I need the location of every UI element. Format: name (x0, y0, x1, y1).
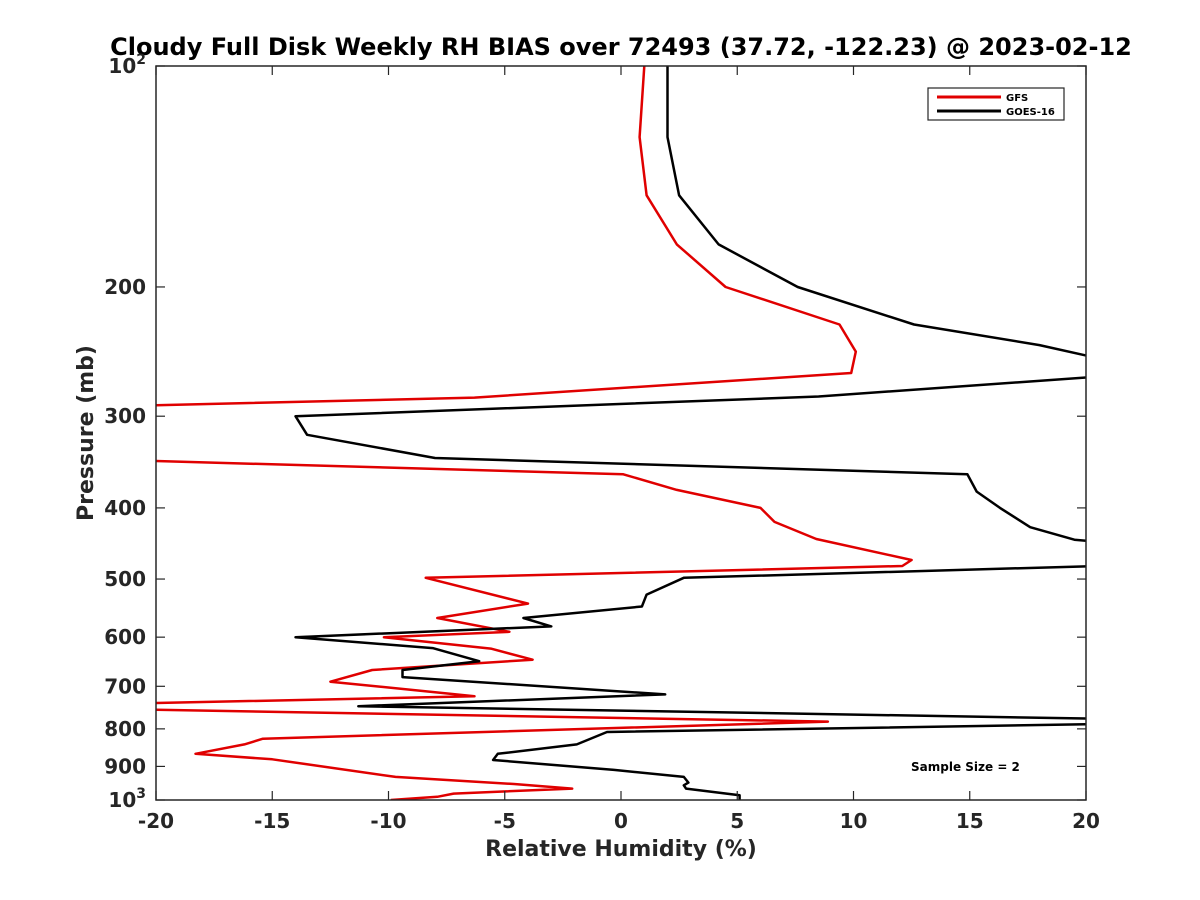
x-tick-label: 0 (614, 809, 628, 833)
y-tick-label: 900 (104, 754, 146, 778)
x-tick-label: 20 (1072, 809, 1100, 833)
x-tick-label: -15 (254, 809, 290, 833)
y-tick-label: 102 (108, 52, 146, 78)
y-tick-label: 103 (108, 786, 146, 812)
series-line-goes16 (294, 66, 1086, 800)
x-tick-label: 5 (730, 809, 744, 833)
x-tick-label: -10 (370, 809, 406, 833)
legend-label-gfs: GFS (1006, 93, 1028, 104)
y-tick-label: 700 (104, 674, 146, 698)
x-tick-label: 15 (956, 809, 984, 833)
y-tick-label: 800 (104, 717, 146, 741)
x-tick-label: -5 (494, 809, 516, 833)
x-tick-label: -20 (138, 809, 174, 833)
x-tick-label: 10 (840, 809, 868, 833)
legend-box (927, 87, 1065, 121)
legend: GFS GOES-16 (927, 87, 1065, 121)
y-tick-label: 300 (104, 404, 146, 428)
series-layer (156, 66, 1086, 800)
y-tick-label: 600 (104, 625, 146, 649)
y-tick-label: 200 (104, 275, 146, 299)
chart-title: Cloudy Full Disk Weekly RH BIAS over 724… (110, 33, 1132, 61)
legend-label-goes16: GOES-16 (1006, 107, 1055, 118)
series-line-gfs (156, 66, 913, 800)
y-tick-label: 500 (104, 567, 146, 591)
sample-size-annotation: Sample Size = 2 (911, 760, 1020, 774)
y-tick-label: 400 (104, 496, 146, 520)
x-axis: -20 -15 -10 -5 0 5 10 15 20 (138, 66, 1100, 833)
y-axis: 102 200 300 400 500 600 700 800 900 103 (104, 52, 1086, 812)
x-axis-label: Relative Humidity (%) (485, 837, 757, 862)
y-axis-label: Pressure (mb) (74, 345, 99, 521)
